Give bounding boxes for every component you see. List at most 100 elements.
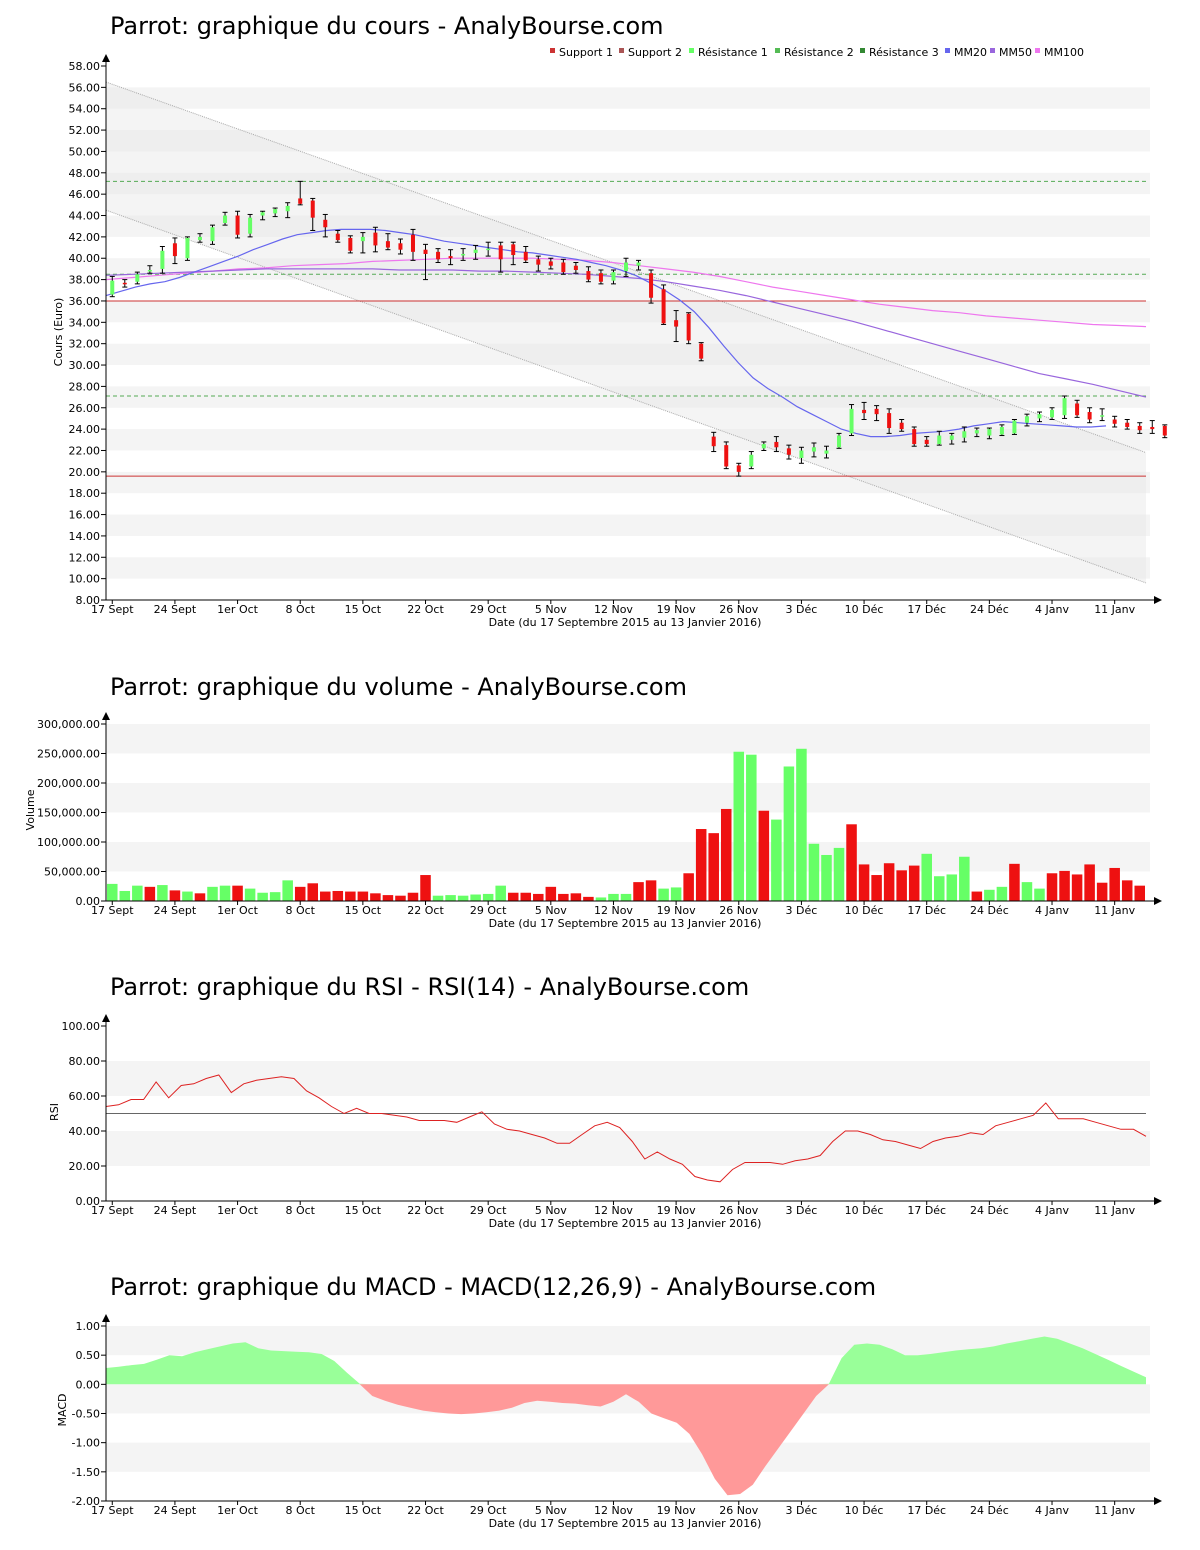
0-grid-band [106,471,1150,494]
0-grid-band [106,343,1150,366]
volume-bar [971,891,983,901]
0-x-tick-label: 29 Oct [470,603,507,616]
0-x-tick-label: 10 Déc [845,603,884,616]
0-y-tick-label: 56.00 [69,81,101,94]
candle-body [999,426,1004,435]
volume-bar [896,870,907,901]
candle-body [1100,415,1105,417]
volume-bar [558,893,569,901]
3-x-tick-label: 26 Nov [719,1504,758,1517]
candle-body [147,269,152,272]
legend-swatch [689,48,694,53]
candle-body [1137,425,1142,431]
volume-bar [320,891,331,901]
candle-body [1162,425,1167,436]
2-x-tick-label: 1er Oct [217,1204,258,1217]
2-x-tick-label: 8 Oct [285,1204,315,1217]
volume-bar [720,808,732,901]
0-x-tick-label: 1er Oct [217,603,258,616]
volume-bar [746,754,757,901]
candle-body [448,256,453,259]
2-grid-band [106,1061,1150,1096]
volume-bar [520,892,532,901]
volume-bar [871,875,882,901]
candle-body [185,237,190,259]
volume-bar [119,890,131,901]
0-x-tick-label: 5 Nov [535,603,567,616]
volume-bar [332,890,344,901]
candle-body [598,273,603,282]
0-grid-band [106,172,1150,195]
0-x-tick-label: 19 Nov [657,603,696,616]
0-y-tick-label: 36.00 [69,295,101,308]
candle-body [962,431,967,438]
volume-y-axis-label: Volume [24,789,37,830]
candle-body [1112,419,1117,424]
candle-body [536,259,541,265]
1-x-tick-label: 17 Déc [907,904,946,917]
1-x-tick-label: 24 Sept [154,904,197,917]
candle-body [385,241,390,248]
0-y-tick-label: 32.00 [69,338,101,351]
volume-bar [194,893,206,901]
3-x-tick-label: 15 Oct [345,1504,382,1517]
rsi-x-axis-label: Date (du 17 Septembre 2015 au 13 Janvier… [489,1217,762,1230]
candle-body [360,236,365,242]
candle-body [1012,420,1017,434]
0-y-tick-label: 38.00 [69,274,101,287]
volume-chart: Parrot: graphique du volume - AnalyBours… [24,673,1162,930]
0-grid-band [106,429,1150,451]
1-y-tick-label: 0.00 [76,895,101,908]
candle-body [849,408,854,434]
candle-body [749,454,754,467]
volume-bar [883,863,895,901]
macd-chart: Parrot: graphique du MACD - MACD(12,26,9… [56,1273,1162,1530]
1-x-tick-label: 15 Oct [345,904,382,917]
volume-bar [658,888,669,901]
0-y-tick-label: 46.00 [69,188,101,201]
candle-body [1075,403,1080,416]
volume-bar [307,883,319,901]
price-trend-channel [106,82,1146,583]
candle-body [298,198,303,204]
2-y-tick-label: 100.00 [62,1020,101,1033]
volume-bar [908,865,920,901]
3-y-tick-label: -1.00 [72,1437,100,1450]
candle-body [837,435,842,448]
0-y-tick-label: 14.00 [69,530,101,543]
candle-body [937,435,942,445]
candle-body [498,245,503,260]
0-y-tick-label: 22.00 [69,444,101,457]
2-x-tick-label: 17 Déc [907,1204,946,1217]
0-y-tick-label: 52.00 [69,124,101,137]
0-grid-band [106,130,1150,152]
candle-body [172,243,177,257]
2-x-tick-label: 17 Sept [91,1204,134,1217]
price-channel-lower [105,209,1147,584]
volume-bar [533,893,544,901]
2-y-tick-label: 0.00 [76,1195,101,1208]
candle-body [473,249,478,253]
candle-body [786,448,791,455]
3-y-tick-label: -0.50 [72,1408,100,1421]
0-x-tick-label: 3 Déc [786,603,818,616]
volume-bar [370,893,381,901]
1-x-tick-label: 8 Oct [285,904,315,917]
1-grid-band [106,724,1150,754]
candle-body [423,249,428,254]
volume-bar [921,853,932,901]
0-y-tick-label: 42.00 [69,231,101,244]
0-y-tick-label: 20.00 [69,466,101,479]
volume-bar [595,897,607,901]
0-y-tick-label: 34.00 [69,316,101,329]
candle-body [661,289,666,324]
1-x-tick-label: 26 Nov [719,904,758,917]
candle-body [699,343,704,359]
volume-bar [395,895,406,901]
candle-body [561,262,566,273]
candle-body [548,261,553,266]
volume-bar [432,895,444,901]
candle-body [924,439,929,445]
2-y-tick-label: 80.00 [69,1055,101,1068]
candle-body [461,253,466,256]
